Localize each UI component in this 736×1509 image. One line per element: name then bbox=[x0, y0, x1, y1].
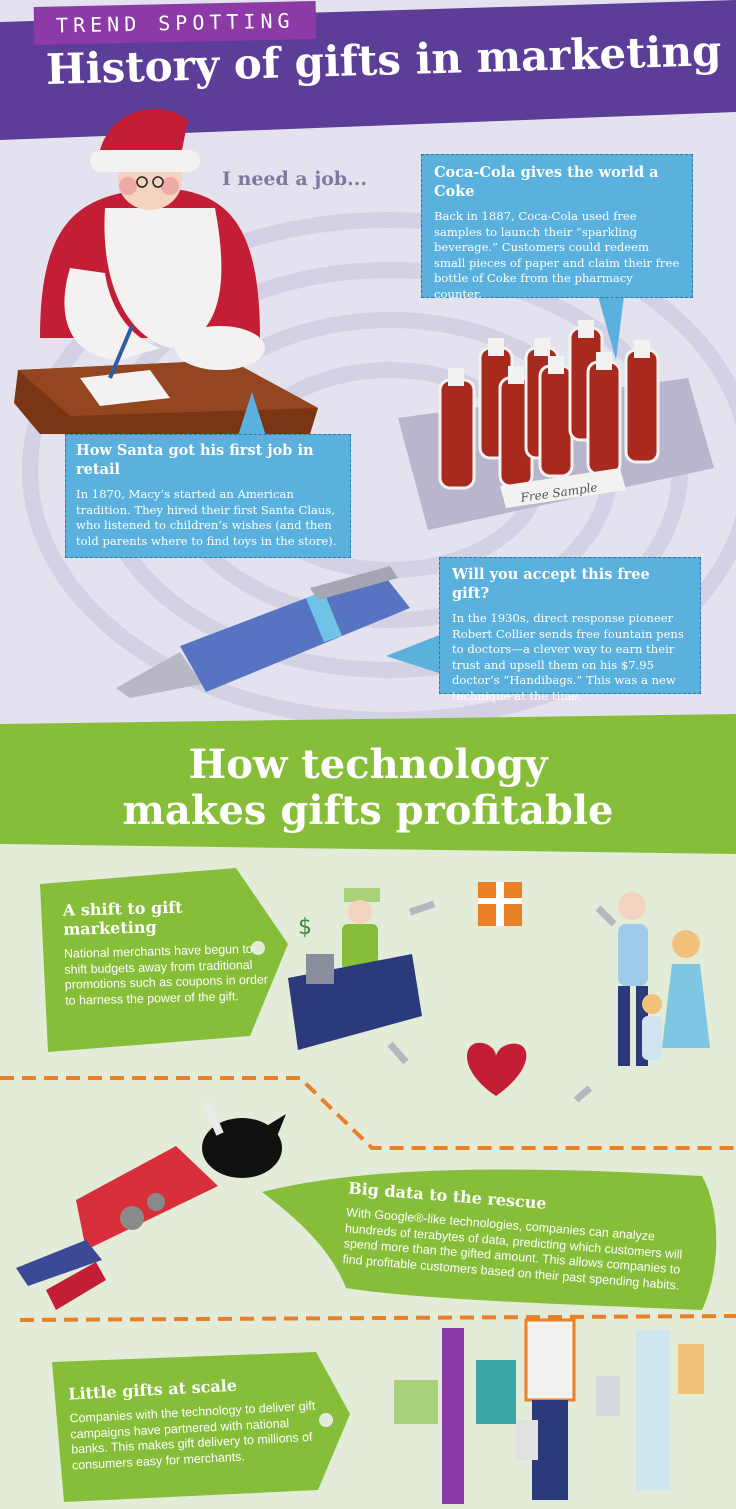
shift-text: A shift to gift marketing National merch… bbox=[63, 895, 278, 1009]
santa-illustration bbox=[14, 109, 318, 434]
santa-info-box: How Santa got his first job in retail In… bbox=[65, 434, 351, 558]
little-gifts-text: Little gifts at scale Companies with the… bbox=[68, 1372, 322, 1474]
coke-info-box: Coca-Cola gives the world a Coke Back in… bbox=[421, 154, 693, 301]
little-gifts-card bbox=[52, 1352, 350, 1502]
coke-box-title: Coca-Cola gives the world a Coke bbox=[434, 164, 659, 200]
pen-info-box: Will you accept this free gift? In the 1… bbox=[439, 557, 701, 703]
pen-box-body: In the 1930s, direct response pioneer Ro… bbox=[452, 611, 684, 703]
technology-title-line-1: How technology bbox=[188, 741, 548, 788]
little-gifts-body: Companies with the technology to deliver… bbox=[69, 1398, 316, 1472]
technology-banner bbox=[0, 714, 736, 854]
pen-box-pointer bbox=[386, 634, 442, 674]
shift-title: A shift to gift marketing bbox=[62, 897, 183, 939]
coke-box-body: Back in 1887, Coca-Cola used free sample… bbox=[434, 209, 680, 301]
shoppers-illustration bbox=[394, 1318, 704, 1504]
santa-box-body: In 1870, Macy’s started an American trad… bbox=[76, 487, 337, 548]
bigdata-card bbox=[262, 1169, 717, 1310]
technology-title: How technology makes gifts profitable bbox=[0, 742, 736, 834]
dashed-dividers bbox=[0, 1076, 736, 1322]
santa-box-pointer bbox=[238, 392, 266, 436]
santa-thought: I need a job... bbox=[222, 168, 367, 190]
technology-title-line-2: makes gifts profitable bbox=[122, 787, 614, 834]
coke-bottles-illustration: Free Sample bbox=[398, 320, 714, 530]
shift-body: National merchants have begun to shift b… bbox=[63, 941, 269, 1008]
pen-box-title: Will you accept this free gift? bbox=[452, 566, 650, 602]
coke-box-pointer bbox=[598, 296, 624, 360]
fountain-pen-illustration bbox=[116, 566, 410, 698]
shift-card bbox=[40, 868, 288, 1052]
gift-cycle-illustration: $ bbox=[288, 882, 710, 1103]
dollar-icon: $ bbox=[298, 915, 312, 940]
superhero-illustration bbox=[16, 1100, 286, 1310]
santa-box-title: How Santa got his first job in retail bbox=[76, 442, 314, 478]
heart-icon bbox=[467, 1042, 527, 1096]
